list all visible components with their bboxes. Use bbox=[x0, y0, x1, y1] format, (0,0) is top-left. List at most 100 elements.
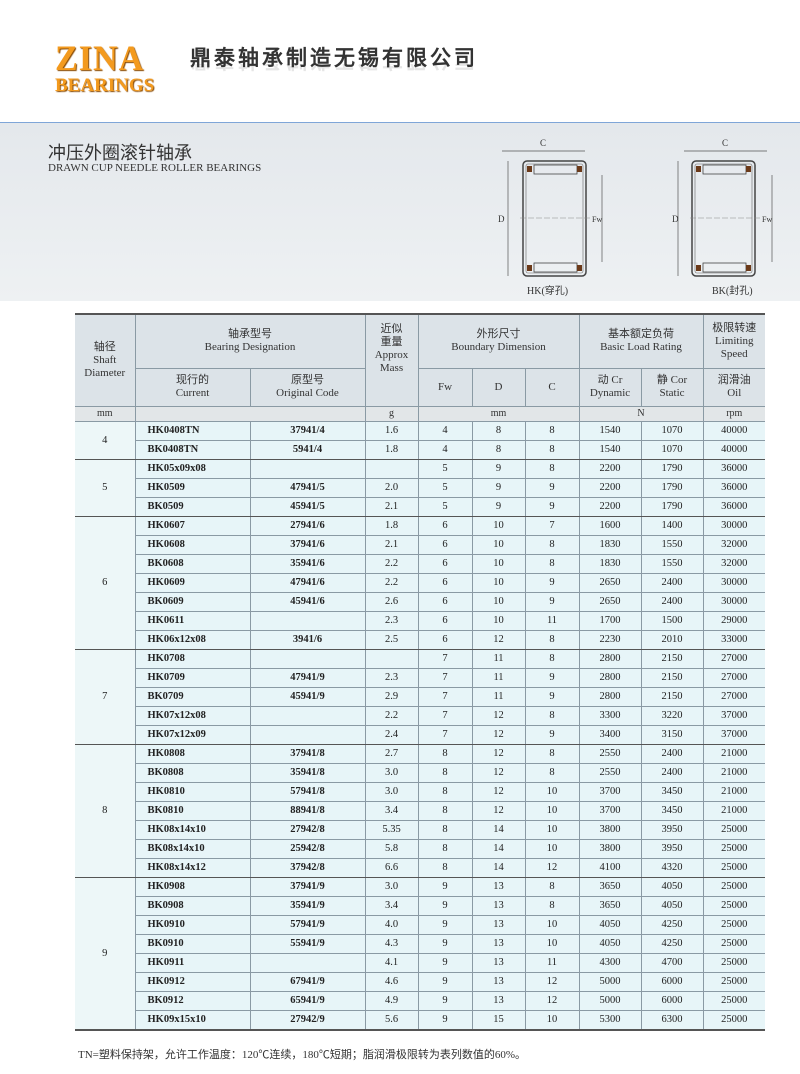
table-row: 7 HK0708 7 11 8 2800 2150 27000 bbox=[75, 649, 765, 745]
cell-mass: 2.5 bbox=[365, 630, 419, 650]
cell-static-load: 1070 bbox=[641, 421, 704, 441]
cell-c: 7 bbox=[525, 516, 580, 536]
cell-mass: 3.4 bbox=[365, 801, 419, 821]
table-row: 8 HK0808 37941/8 2.7 8 12 8 2550 2400 21000 bbox=[75, 744, 765, 878]
unit-designation bbox=[135, 406, 366, 422]
cell-d: 10 bbox=[472, 554, 526, 574]
cell-fw: 7 bbox=[418, 725, 473, 745]
table-row: HK09x15x10 27942/9 5.6 9 15 10 5300 6300 25000 bbox=[75, 1010, 765, 1030]
cell-current-code: BK0709 bbox=[135, 687, 251, 707]
cell-original-code bbox=[250, 706, 366, 726]
unit-load: N bbox=[579, 406, 704, 422]
cell-oil-speed: 36000 bbox=[703, 478, 765, 498]
cell-fw: 6 bbox=[418, 554, 473, 574]
cell-c: 9 bbox=[525, 725, 580, 745]
cell-mass: 1.8 bbox=[365, 440, 419, 460]
cell-original-code: 45941/5 bbox=[250, 497, 366, 517]
cell-fw: 8 bbox=[418, 858, 473, 878]
cell-shaft-diameter: 6 bbox=[75, 516, 136, 650]
cell-mass: 3.0 bbox=[365, 877, 419, 897]
cell-current-code: BK0910 bbox=[135, 934, 251, 954]
cell-d: 14 bbox=[472, 858, 526, 878]
cell-mass: 1.6 bbox=[365, 421, 419, 441]
cell-c: 8 bbox=[525, 535, 580, 555]
cell-current-code: HK0609 bbox=[135, 573, 251, 593]
table-row: 9 HK0908 37941/9 3.0 9 13 8 3650 4050 25000 bbox=[75, 877, 765, 1030]
cell-d: 12 bbox=[472, 630, 526, 650]
cell-static-load: 4250 bbox=[641, 915, 704, 935]
cell-current-code: HK05x09x08 bbox=[135, 459, 251, 479]
cell-static-load: 4700 bbox=[641, 953, 704, 973]
cell-d: 12 bbox=[472, 744, 526, 764]
cell-original-code: 37942/8 bbox=[250, 858, 366, 878]
cell-static-load: 3150 bbox=[641, 725, 704, 745]
table-row: HK07x12x09 2.4 7 12 9 3400 3150 37000 bbox=[75, 725, 765, 745]
cell-dynamic-load: 1540 bbox=[579, 440, 642, 460]
cell-fw: 4 bbox=[418, 421, 473, 441]
cell-d: 9 bbox=[472, 497, 526, 517]
cell-fw: 6 bbox=[418, 535, 473, 555]
cell-original-code: 27942/8 bbox=[250, 820, 366, 840]
cell-static-load: 6000 bbox=[641, 991, 704, 1011]
cell-fw: 8 bbox=[418, 839, 473, 859]
cell-current-code: BK0609 bbox=[135, 592, 251, 612]
label-c: C bbox=[540, 138, 546, 148]
cell-oil-speed: 25000 bbox=[703, 896, 765, 916]
logo-text: ZINA bbox=[55, 38, 145, 78]
cell-current-code: BK0810 bbox=[135, 801, 251, 821]
cell-fw: 9 bbox=[418, 896, 473, 916]
cell-original-code: 37941/8 bbox=[250, 744, 366, 764]
cell-dynamic-load: 3300 bbox=[579, 706, 642, 726]
table-row: HK0509 47941/5 2.0 5 9 9 2200 1790 36000 bbox=[75, 478, 765, 498]
cell-original-code: 37941/6 bbox=[250, 535, 366, 555]
cell-mass: 5.35 bbox=[365, 820, 419, 840]
cell-current-code: HK0509 bbox=[135, 478, 251, 498]
cell-dynamic-load: 2800 bbox=[579, 668, 642, 688]
hk-caption: HK(穿孔) bbox=[527, 286, 569, 297]
cell-oil-speed: 25000 bbox=[703, 953, 765, 973]
cell-current-code: BK0608 bbox=[135, 554, 251, 574]
header-original-code: 原型号 Original Code bbox=[250, 368, 366, 407]
cell-oil-speed: 21000 bbox=[703, 782, 765, 802]
cell-dynamic-load: 3650 bbox=[579, 877, 642, 897]
table-row: HK06x12x08 3941/6 2.5 6 12 8 2230 2010 33000 bbox=[75, 630, 765, 650]
cell-static-load: 2400 bbox=[641, 744, 704, 764]
cell-c: 11 bbox=[525, 611, 580, 631]
cell-c: 8 bbox=[525, 706, 580, 726]
cell-current-code: HK08x14x12 bbox=[135, 858, 251, 878]
cell-d: 10 bbox=[472, 535, 526, 555]
cell-c: 11 bbox=[525, 953, 580, 973]
logo: ZINA BEARINGS bbox=[55, 40, 154, 95]
cell-d: 15 bbox=[472, 1010, 526, 1030]
cell-mass: 3.4 bbox=[365, 896, 419, 916]
cell-c: 10 bbox=[525, 820, 580, 840]
cell-static-load: 4050 bbox=[641, 896, 704, 916]
cell-current-code: HK0708 bbox=[135, 649, 251, 669]
cell-c: 10 bbox=[525, 1010, 580, 1030]
cell-original-code: 67941/9 bbox=[250, 972, 366, 992]
cell-static-load: 1790 bbox=[641, 478, 704, 498]
cell-mass: 2.3 bbox=[365, 668, 419, 688]
header-bearing-designation: 轴承型号 Bearing Designation bbox=[135, 314, 366, 369]
cell-dynamic-load: 2230 bbox=[579, 630, 642, 650]
cell-static-load: 4050 bbox=[641, 877, 704, 897]
cell-oil-speed: 36000 bbox=[703, 459, 765, 479]
cell-c: 10 bbox=[525, 801, 580, 821]
cell-d: 12 bbox=[472, 782, 526, 802]
cell-c: 8 bbox=[525, 421, 580, 441]
table-row: BK0910 55941/9 4.3 9 13 10 4050 4250 25000 bbox=[75, 934, 765, 954]
cell-fw: 9 bbox=[418, 1010, 473, 1030]
cell-c: 9 bbox=[525, 497, 580, 517]
cell-static-load: 3450 bbox=[641, 782, 704, 802]
cell-original-code: 5941/4 bbox=[250, 440, 366, 460]
cell-current-code: BK0509 bbox=[135, 497, 251, 517]
cell-fw: 9 bbox=[418, 934, 473, 954]
cell-d: 11 bbox=[472, 668, 526, 688]
cell-d: 13 bbox=[472, 991, 526, 1011]
cell-mass: 2.6 bbox=[365, 592, 419, 612]
cell-d: 9 bbox=[472, 459, 526, 479]
cell-static-load: 1790 bbox=[641, 497, 704, 517]
cell-current-code: HK0912 bbox=[135, 972, 251, 992]
cell-oil-speed: 27000 bbox=[703, 668, 765, 688]
cell-oil-speed: 21000 bbox=[703, 801, 765, 821]
